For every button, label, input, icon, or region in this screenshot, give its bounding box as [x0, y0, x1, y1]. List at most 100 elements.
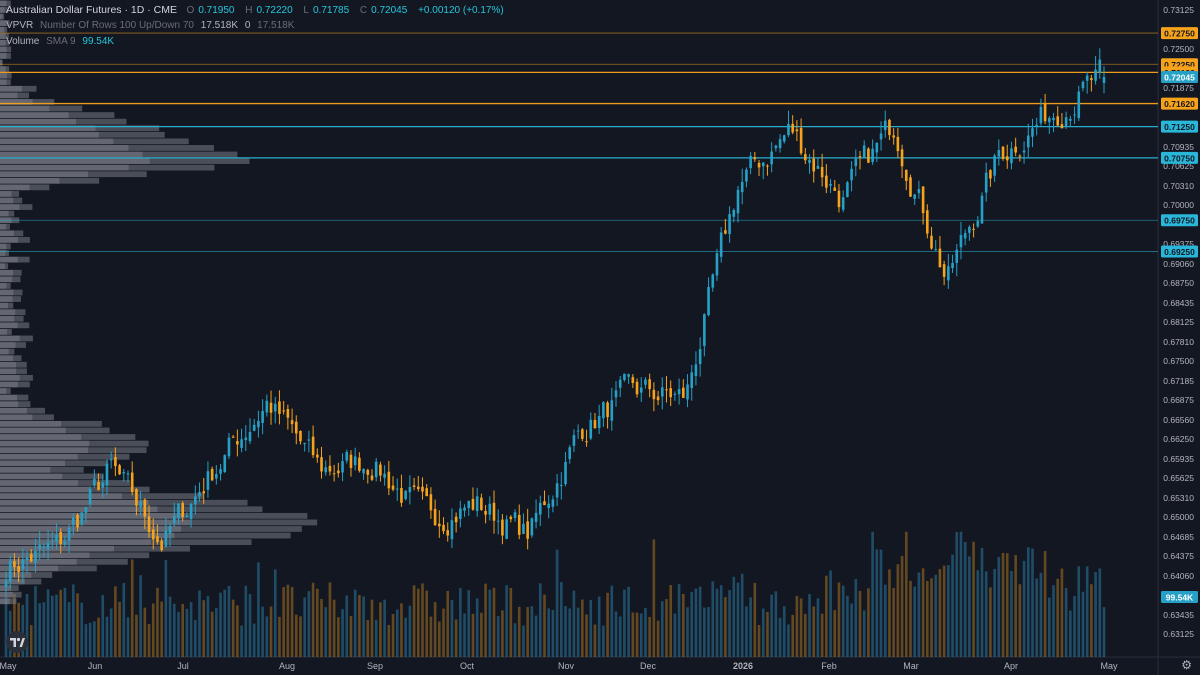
time-label-Jun: Jun [88, 661, 103, 671]
volume-bar [984, 571, 988, 657]
candle-body [84, 507, 88, 514]
vpvr-row-up [0, 263, 5, 270]
volume-bar [139, 575, 142, 657]
volume-bar [698, 586, 702, 657]
vpvr-row [0, 237, 30, 243]
volume-bar [930, 578, 933, 657]
candle-body [88, 488, 92, 505]
vpvr-row [0, 309, 26, 316]
volume-bar [160, 601, 163, 657]
candle-body [59, 531, 62, 544]
volume-bar [875, 549, 879, 657]
candle-body [989, 170, 992, 179]
vpvr-row [0, 532, 291, 539]
candle-body [80, 512, 84, 525]
tradingview-logo-icon[interactable] [6, 631, 28, 653]
candle-body [778, 139, 782, 149]
volume-bar [265, 616, 269, 657]
candle-body [648, 379, 651, 390]
candle-body [627, 374, 630, 377]
vpvr-row-up [0, 335, 20, 342]
candle-body [421, 486, 424, 492]
candle-body [530, 518, 534, 536]
vpvr-row-up [0, 460, 65, 467]
symbol-title[interactable]: Australian Dollar Futures · 1D · CME [6, 4, 177, 16]
vpvr-row-up [0, 296, 13, 302]
candle-body [76, 514, 79, 528]
vpvr-row [0, 250, 9, 256]
vpvr-row [0, 125, 160, 132]
vpvr-row-up [0, 256, 18, 263]
volume-bar [341, 609, 344, 657]
candle-body [900, 149, 904, 167]
volume-bar [513, 623, 517, 657]
volume-bar [564, 606, 567, 657]
candle-body [122, 472, 126, 474]
vpvr-row-up [0, 480, 79, 486]
price-tick-label: 0.73125 [1163, 5, 1194, 15]
price-tick-label: 0.64375 [1163, 551, 1194, 561]
vpvr-row [0, 99, 55, 105]
candle-body [568, 447, 572, 459]
candle-body [366, 469, 370, 475]
candle-body [639, 387, 643, 393]
price-tick-label: 0.70625 [1163, 161, 1194, 171]
vpvr-row-up [0, 591, 13, 598]
volume-bar [543, 594, 546, 657]
symbol-legend[interactable]: Australian Dollar Futures · 1D · CME O 0.… [6, 4, 508, 16]
price-tick-label: 0.67185 [1163, 376, 1194, 386]
volume-bar [719, 585, 723, 657]
vpvr-row-up [0, 105, 50, 112]
vpvr-row-up [0, 85, 22, 92]
volume-bar [93, 621, 96, 657]
volume-bar [353, 589, 357, 657]
volume-bar [926, 580, 929, 657]
volume-bar [1102, 607, 1106, 657]
price-level-tag-text: 0.72250 [1164, 60, 1195, 70]
price-level-tag-bg [1161, 245, 1198, 258]
vpvr-row [0, 591, 22, 598]
price-tick-label: 0.64060 [1163, 571, 1194, 581]
volume-bar [913, 586, 916, 657]
candle-body [1064, 117, 1068, 127]
candle-body [517, 514, 521, 535]
vpvr-row [0, 184, 50, 191]
volume-bar [400, 603, 403, 657]
volume-bar [164, 560, 168, 657]
candle-body [597, 416, 601, 429]
settings-gear-icon[interactable]: ⚙ [1181, 658, 1192, 672]
volume-bar [80, 602, 84, 657]
vpvr-row [0, 59, 3, 66]
vpvr-row [0, 355, 22, 362]
candle-body [564, 461, 567, 485]
vpvr-row-up [0, 394, 18, 401]
price-level-tag-bg [1161, 214, 1198, 227]
vpvr-row [0, 223, 10, 230]
volume-bar [1081, 591, 1085, 657]
candle-body [694, 364, 698, 377]
candle-body [766, 165, 769, 167]
candle-body [804, 154, 807, 161]
vpvr-value-3: 17.518K [257, 20, 295, 31]
vpvr-name[interactable]: VPVR [6, 20, 34, 31]
vpvr-legend[interactable]: VPVR Number Of Rows 100 Up/Down 70 17.51… [6, 20, 298, 31]
volume-bar [1094, 572, 1097, 657]
volume-bar [732, 576, 736, 657]
vpvr-row-up [0, 99, 33, 105]
volume-bar [240, 625, 243, 657]
volume-bar [1014, 555, 1017, 657]
price-level-tag-bg [1161, 97, 1198, 110]
candle-body [244, 437, 248, 441]
volume-name[interactable]: Volume [6, 36, 40, 47]
volume-bar [825, 575, 828, 657]
volume-bar [618, 616, 622, 657]
volume-bar [496, 616, 500, 657]
volume-bar [362, 596, 365, 657]
candle-body [391, 485, 395, 490]
candle-body [50, 541, 54, 543]
volume-legend[interactable]: Volume SMA 9 99.54K [6, 36, 118, 47]
candle-body [105, 463, 109, 486]
volume-bar [1026, 547, 1030, 657]
volume-bar [959, 531, 963, 657]
